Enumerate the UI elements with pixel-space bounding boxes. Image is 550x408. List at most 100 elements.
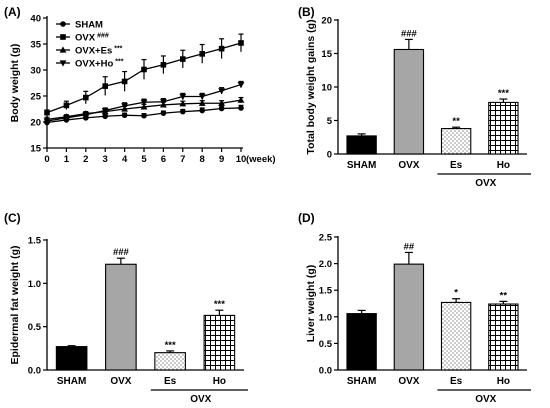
panel-a-x-tick-label: 9	[219, 154, 224, 165]
data-point-triangle-down	[160, 99, 167, 106]
y-tick-label: 20	[321, 16, 332, 27]
bar-ho	[488, 303, 519, 371]
category-label: Es	[450, 160, 463, 171]
panel-a-x-tick-label: 5	[141, 154, 147, 165]
y-tick-label: 5	[327, 116, 333, 127]
category-label: Es	[450, 376, 463, 387]
y-tick-label: 0.0	[28, 366, 41, 377]
series-ovx	[44, 33, 244, 116]
panel-a-x-tick-label: 4	[122, 154, 128, 165]
data-point-square	[218, 45, 225, 52]
y-tick-label: 2.0	[319, 259, 332, 270]
significance-mark: ###	[113, 247, 130, 258]
significance-mark: *	[454, 288, 458, 299]
y-tick-label: 1.0	[28, 279, 41, 290]
data-point-square	[238, 40, 244, 46]
data-point-triangle-down	[63, 115, 70, 122]
data-point-triangle-down	[101, 107, 109, 115]
category-label: OVX	[398, 160, 419, 171]
panel-a-y-tick-label: 30	[30, 66, 41, 77]
panel-a-x-tick-label: 0	[44, 154, 49, 165]
data-point-circle	[180, 108, 186, 115]
series-ovx-ho	[43, 80, 245, 125]
category-label: Ho	[497, 160, 510, 171]
y-tick-label: 0	[327, 150, 332, 161]
data-point-circle	[218, 105, 225, 112]
category-label: Ho	[497, 376, 510, 387]
bar-sham	[346, 135, 377, 155]
panel-a-y-tick-label: 20	[30, 118, 41, 129]
data-point-triangle-up	[218, 99, 225, 106]
panel-label: (D)	[298, 211, 315, 225]
y-tick-label: 15	[321, 49, 332, 60]
data-point-triangle-down	[121, 103, 128, 110]
significance-mark: ###	[401, 28, 418, 39]
group-label: OVX	[190, 394, 211, 405]
data-point-circle	[141, 112, 147, 119]
data-point-circle	[121, 112, 128, 119]
bar-ho	[488, 101, 519, 155]
legend-label: OVX+Ho ***	[75, 59, 124, 70]
panel-a-y-tick-label: 15	[30, 144, 41, 155]
data-point-square	[63, 102, 70, 109]
legend-label: OVX ###	[75, 33, 109, 44]
category-label: Ho	[213, 376, 226, 387]
panel-a-x-tick-label: 6	[161, 154, 166, 165]
group-label: OVX	[475, 394, 496, 405]
data-point-square	[141, 66, 147, 73]
data-point-circle	[60, 21, 66, 27]
data-point-circle	[160, 110, 167, 116]
panel-a-y-tick-label: 35	[30, 40, 41, 51]
legend-label: OVX+Es ***	[75, 46, 123, 57]
y-tick-label: 10	[321, 83, 332, 94]
data-point-triangle-down	[140, 99, 148, 106]
panel-a-x-tick-label: 8	[200, 154, 205, 165]
legend-item: OVX+Es ***	[56, 46, 123, 57]
panel-a-x-tick-label: 10	[236, 154, 247, 165]
panel-a-x-tick-label: 3	[103, 154, 108, 165]
panel-a-x-axis-title: (week)	[246, 154, 276, 165]
data-point-triangle-down	[179, 93, 187, 101]
bar-es	[154, 352, 186, 371]
y-axis-title: Total body weight gains (g)	[305, 19, 317, 154]
y-tick-label: 0.5	[319, 339, 333, 350]
y-axis-title: Liver weight (g)	[305, 265, 317, 343]
legend-series-name: OVX+Ho	[75, 59, 113, 70]
bar-ovx	[105, 263, 137, 371]
group-label: OVX	[475, 178, 496, 189]
category-label: SHAM	[347, 160, 376, 171]
significance-mark: ##	[404, 241, 415, 252]
panel-a-y-tick-label: 25	[30, 92, 41, 103]
panel-d: (D) 0.0 0.5 1.0 1.5 2.0 2.5 Liver weight (g) SHA…	[298, 211, 531, 405]
data-point-triangle-up	[140, 103, 148, 110]
significance-mark: ***	[165, 340, 176, 351]
legend-item: OVX+Ho ***	[56, 59, 124, 70]
legend-significance: ***	[115, 59, 123, 66]
data-point-square	[160, 62, 167, 68]
category-label: SHAM	[57, 376, 86, 387]
legend-label: SHAM	[75, 20, 103, 31]
significance-mark: ***	[498, 88, 509, 99]
y-tick-label: 1.5	[28, 236, 42, 247]
panel-a-y-tick-label: 40	[30, 14, 41, 25]
data-point-square	[199, 51, 205, 57]
bar-sham	[346, 313, 377, 371]
bar-es	[440, 127, 472, 155]
significance-mark: **	[452, 116, 460, 127]
panel-a-x-tick-label: 1	[64, 154, 70, 165]
data-point-triangle-down	[237, 81, 245, 89]
legend-series-name: SHAM	[75, 20, 103, 31]
data-point-triangle-down	[59, 60, 67, 67]
data-point-square	[121, 78, 128, 85]
bar-ho	[203, 314, 236, 371]
legend-item: OVX ###	[56, 33, 109, 44]
data-point-triangle-down	[43, 118, 51, 125]
data-point-square	[60, 34, 66, 40]
y-tick-label: 1.5	[319, 286, 333, 297]
legend-item: SHAM	[56, 20, 103, 31]
category-label: Es	[164, 376, 177, 387]
legend-significance: ###	[97, 33, 109, 40]
y-tick-label: 0.5	[28, 322, 42, 333]
category-label: OVX	[398, 376, 419, 387]
